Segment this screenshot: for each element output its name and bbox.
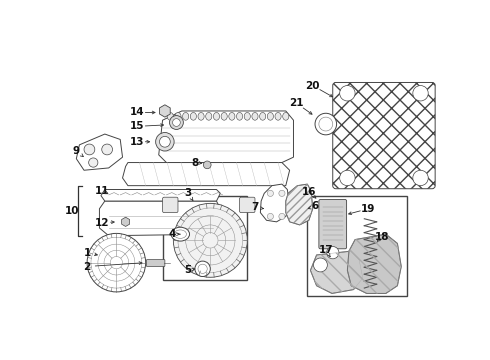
Polygon shape — [286, 184, 313, 225]
Ellipse shape — [244, 112, 250, 120]
Bar — [163, 195, 247, 280]
Ellipse shape — [213, 112, 220, 120]
Circle shape — [172, 119, 180, 126]
Circle shape — [156, 132, 174, 151]
Ellipse shape — [198, 112, 204, 120]
Text: 10: 10 — [65, 206, 79, 216]
Text: 17: 17 — [318, 244, 333, 255]
Circle shape — [268, 213, 273, 220]
Text: 15: 15 — [130, 121, 145, 131]
FancyBboxPatch shape — [147, 260, 165, 266]
Circle shape — [413, 86, 428, 101]
Ellipse shape — [167, 112, 173, 120]
Ellipse shape — [190, 112, 196, 120]
Polygon shape — [159, 111, 294, 163]
FancyBboxPatch shape — [163, 197, 178, 213]
Circle shape — [89, 158, 98, 167]
Bar — [307, 195, 408, 296]
Ellipse shape — [275, 112, 281, 120]
Text: 1: 1 — [83, 248, 91, 258]
Text: 21: 21 — [289, 98, 304, 108]
Text: 4: 4 — [168, 229, 175, 239]
FancyBboxPatch shape — [240, 197, 255, 213]
Polygon shape — [76, 134, 122, 170]
Circle shape — [340, 170, 355, 186]
Circle shape — [413, 170, 428, 186]
Circle shape — [326, 247, 339, 259]
Ellipse shape — [237, 112, 243, 120]
Circle shape — [268, 190, 273, 197]
Text: 9: 9 — [73, 146, 80, 156]
Circle shape — [173, 203, 247, 277]
Text: 14: 14 — [130, 108, 145, 117]
Circle shape — [203, 161, 211, 169]
FancyBboxPatch shape — [319, 199, 346, 249]
Ellipse shape — [260, 112, 266, 120]
Ellipse shape — [206, 112, 212, 120]
Text: 7: 7 — [251, 202, 259, 212]
Circle shape — [87, 233, 146, 292]
Circle shape — [159, 136, 171, 147]
Ellipse shape — [221, 112, 227, 120]
Ellipse shape — [252, 112, 258, 120]
Ellipse shape — [183, 112, 189, 120]
Text: 19: 19 — [361, 204, 375, 214]
Ellipse shape — [171, 227, 190, 241]
Text: 20: 20 — [305, 81, 320, 91]
Text: 5: 5 — [184, 265, 192, 275]
Circle shape — [170, 116, 183, 130]
Polygon shape — [311, 251, 363, 293]
Ellipse shape — [175, 112, 181, 120]
Polygon shape — [101, 189, 220, 201]
Text: 8: 8 — [191, 158, 198, 167]
Text: 6: 6 — [312, 202, 318, 211]
Circle shape — [195, 261, 210, 276]
Ellipse shape — [283, 112, 289, 120]
Circle shape — [102, 144, 113, 155]
Circle shape — [84, 144, 95, 155]
Text: 18: 18 — [375, 232, 389, 242]
FancyBboxPatch shape — [333, 82, 435, 189]
Text: 16: 16 — [302, 187, 316, 197]
Circle shape — [279, 190, 285, 197]
Text: 12: 12 — [95, 217, 110, 228]
Circle shape — [314, 258, 327, 272]
Polygon shape — [347, 234, 401, 293]
Circle shape — [315, 113, 337, 135]
Polygon shape — [122, 163, 290, 186]
Circle shape — [340, 86, 355, 101]
Ellipse shape — [229, 112, 235, 120]
Text: 11: 11 — [95, 186, 110, 196]
Text: 13: 13 — [130, 137, 145, 147]
Text: 3: 3 — [184, 188, 192, 198]
Polygon shape — [99, 201, 220, 236]
Polygon shape — [260, 184, 290, 222]
Circle shape — [279, 213, 285, 220]
Text: 2: 2 — [83, 261, 91, 271]
Ellipse shape — [268, 112, 273, 120]
